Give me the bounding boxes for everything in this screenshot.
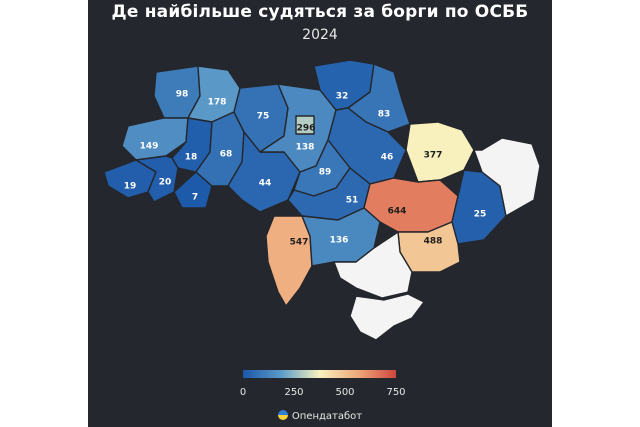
region-value-label: 44 <box>259 179 272 189</box>
region-chernivtsi <box>173 171 213 209</box>
region-kherson <box>333 231 413 299</box>
region-value-label: 178 <box>208 98 227 108</box>
region-value-label: 75 <box>257 112 270 122</box>
region-value-label: 296 <box>297 124 316 134</box>
region-odesa <box>265 215 313 307</box>
brand-footer: Опендатабот <box>88 410 552 422</box>
region-value-label: 547 <box>290 238 309 248</box>
legend-tick-label: 750 <box>386 387 406 398</box>
map-subtitle: 2024 <box>302 27 338 43</box>
region-value-label: 25 <box>474 210 487 220</box>
region-value-label: 32 <box>336 92 349 102</box>
region-value-label: 18 <box>185 153 198 163</box>
region-value-label: 138 <box>296 143 315 153</box>
region-value-label: 20 <box>159 178 172 188</box>
region-value-label: 149 <box>140 142 159 152</box>
region-crimea <box>349 293 425 341</box>
region-value-label: 7 <box>192 193 198 203</box>
region-kyiv-city <box>295 115 315 135</box>
region-value-label: 46 <box>381 153 394 163</box>
brand-name: Опендатабот <box>291 411 363 422</box>
region-value-label: 68 <box>220 150 233 160</box>
legend-tick-label: 0 <box>239 387 247 398</box>
color-scale-legend <box>243 370 396 378</box>
region-value-label: 377 <box>424 151 443 161</box>
ukraine-choropleth-map: 98 178 149 18 19 20 7 68 75 44 138 32 83 46 89 51 377 644… <box>103 59 541 341</box>
ukraine-flag-circle-icon <box>277 410 288 420</box>
region-value-label: 83 <box>378 110 391 120</box>
region-value-label: 644 <box>388 207 407 217</box>
map-title: Де найбільше судяться за борги по ОСББ <box>111 2 529 22</box>
region-luhansk <box>473 137 541 217</box>
region-lviv <box>121 117 189 161</box>
region-value-label: 488 <box>424 237 443 247</box>
region-value-label: 136 <box>330 236 349 246</box>
region-value-label: 19 <box>124 182 137 192</box>
region-value-label: 51 <box>346 196 359 206</box>
legend-tick-label: 250 <box>284 387 304 398</box>
legend-tick-label: 500 <box>335 387 355 398</box>
map-card: Де найбільше судяться за борги по ОСББ 2… <box>88 0 552 427</box>
region-value-label: 89 <box>319 168 332 178</box>
region-value-label: 98 <box>176 90 189 100</box>
